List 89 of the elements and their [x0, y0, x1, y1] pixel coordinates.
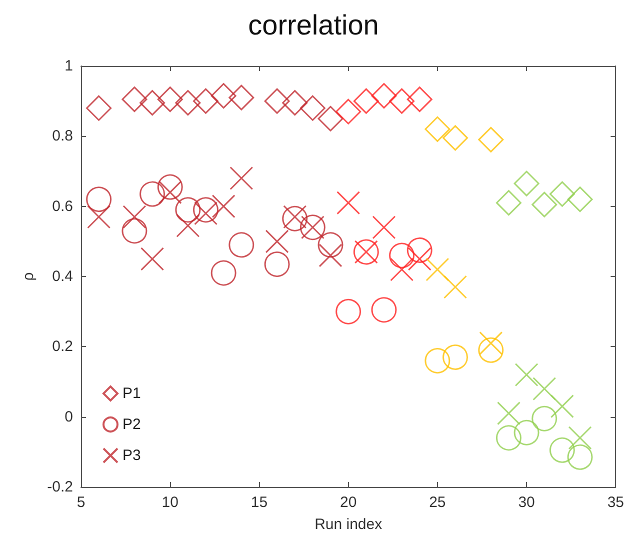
- y-tick-label: 0.4: [52, 268, 73, 285]
- y-tick-label: 1: [64, 58, 73, 74]
- point: [228, 232, 254, 258]
- point: [406, 86, 432, 112]
- point: [444, 275, 468, 299]
- x-tick-label: 10: [162, 494, 178, 511]
- point: [336, 191, 360, 215]
- point: [194, 202, 218, 226]
- point: [514, 170, 540, 196]
- point: [282, 90, 308, 116]
- point: [176, 214, 200, 238]
- point: [549, 181, 575, 207]
- point: [140, 181, 166, 207]
- point: [210, 260, 236, 286]
- point: [265, 230, 289, 254]
- point: [157, 86, 183, 112]
- x-axis-title: Run index: [314, 516, 383, 533]
- point: [389, 88, 415, 114]
- point: [424, 116, 450, 142]
- point: [532, 377, 556, 401]
- point: [230, 166, 254, 190]
- point: [212, 194, 236, 218]
- point: [549, 437, 575, 463]
- point: [193, 197, 219, 223]
- point: [193, 88, 219, 114]
- x-tick-label: 25: [429, 494, 446, 511]
- point: [442, 125, 468, 151]
- point: [550, 394, 574, 418]
- point: [264, 251, 290, 277]
- point: [514, 362, 538, 386]
- point: [532, 192, 558, 218]
- point: [353, 88, 379, 114]
- point: [175, 90, 201, 116]
- x-tick-label: 15: [250, 494, 268, 511]
- point: [567, 186, 593, 212]
- x-tick-label: 5: [76, 494, 86, 511]
- y-tick-label: -0.2: [47, 478, 73, 496]
- point: [140, 247, 164, 271]
- point: [426, 258, 450, 282]
- point: [372, 216, 396, 240]
- point: [496, 402, 520, 426]
- point: [86, 95, 112, 121]
- point: [300, 95, 326, 121]
- y-tick-label: 0.8: [52, 128, 73, 145]
- point: [228, 84, 254, 110]
- x-tick-label: 35: [607, 494, 624, 511]
- point: [496, 190, 522, 216]
- point: [336, 298, 362, 324]
- point: [318, 232, 344, 258]
- legend-label: P2: [122, 416, 141, 433]
- point: [122, 86, 148, 112]
- point: [122, 205, 146, 229]
- y-tick-label: 0.2: [52, 338, 73, 356]
- x-tick-label: 30: [518, 494, 535, 511]
- point: [478, 337, 504, 363]
- legend-label: P1: [122, 385, 141, 402]
- point: [318, 244, 342, 268]
- point: [86, 186, 112, 212]
- point: [514, 420, 540, 446]
- point: [140, 90, 166, 116]
- point: [496, 425, 522, 451]
- point: [371, 83, 397, 109]
- point: [158, 180, 182, 204]
- y-axis-title: ρ: [20, 272, 37, 281]
- point: [175, 197, 201, 223]
- point: [318, 106, 344, 132]
- point: [408, 247, 432, 271]
- point: [479, 331, 503, 355]
- legend-label: P3: [122, 447, 141, 464]
- point: [424, 348, 450, 374]
- point: [87, 205, 111, 229]
- point: [390, 258, 414, 282]
- point: [568, 426, 592, 450]
- chart-title: correlation: [248, 10, 379, 40]
- y-tick-label: 0.6: [52, 198, 73, 215]
- point: [371, 297, 397, 323]
- x-tick-label: 20: [340, 494, 357, 511]
- point: [122, 218, 148, 244]
- point: [336, 98, 362, 124]
- point: [567, 444, 593, 470]
- point: [157, 174, 183, 200]
- y-tick-label: 0: [64, 408, 73, 426]
- point: [210, 83, 236, 109]
- point: [442, 344, 468, 370]
- point: [532, 406, 558, 432]
- point: [406, 237, 432, 263]
- point: [264, 88, 290, 114]
- point: [389, 242, 415, 268]
- point: [478, 126, 504, 152]
